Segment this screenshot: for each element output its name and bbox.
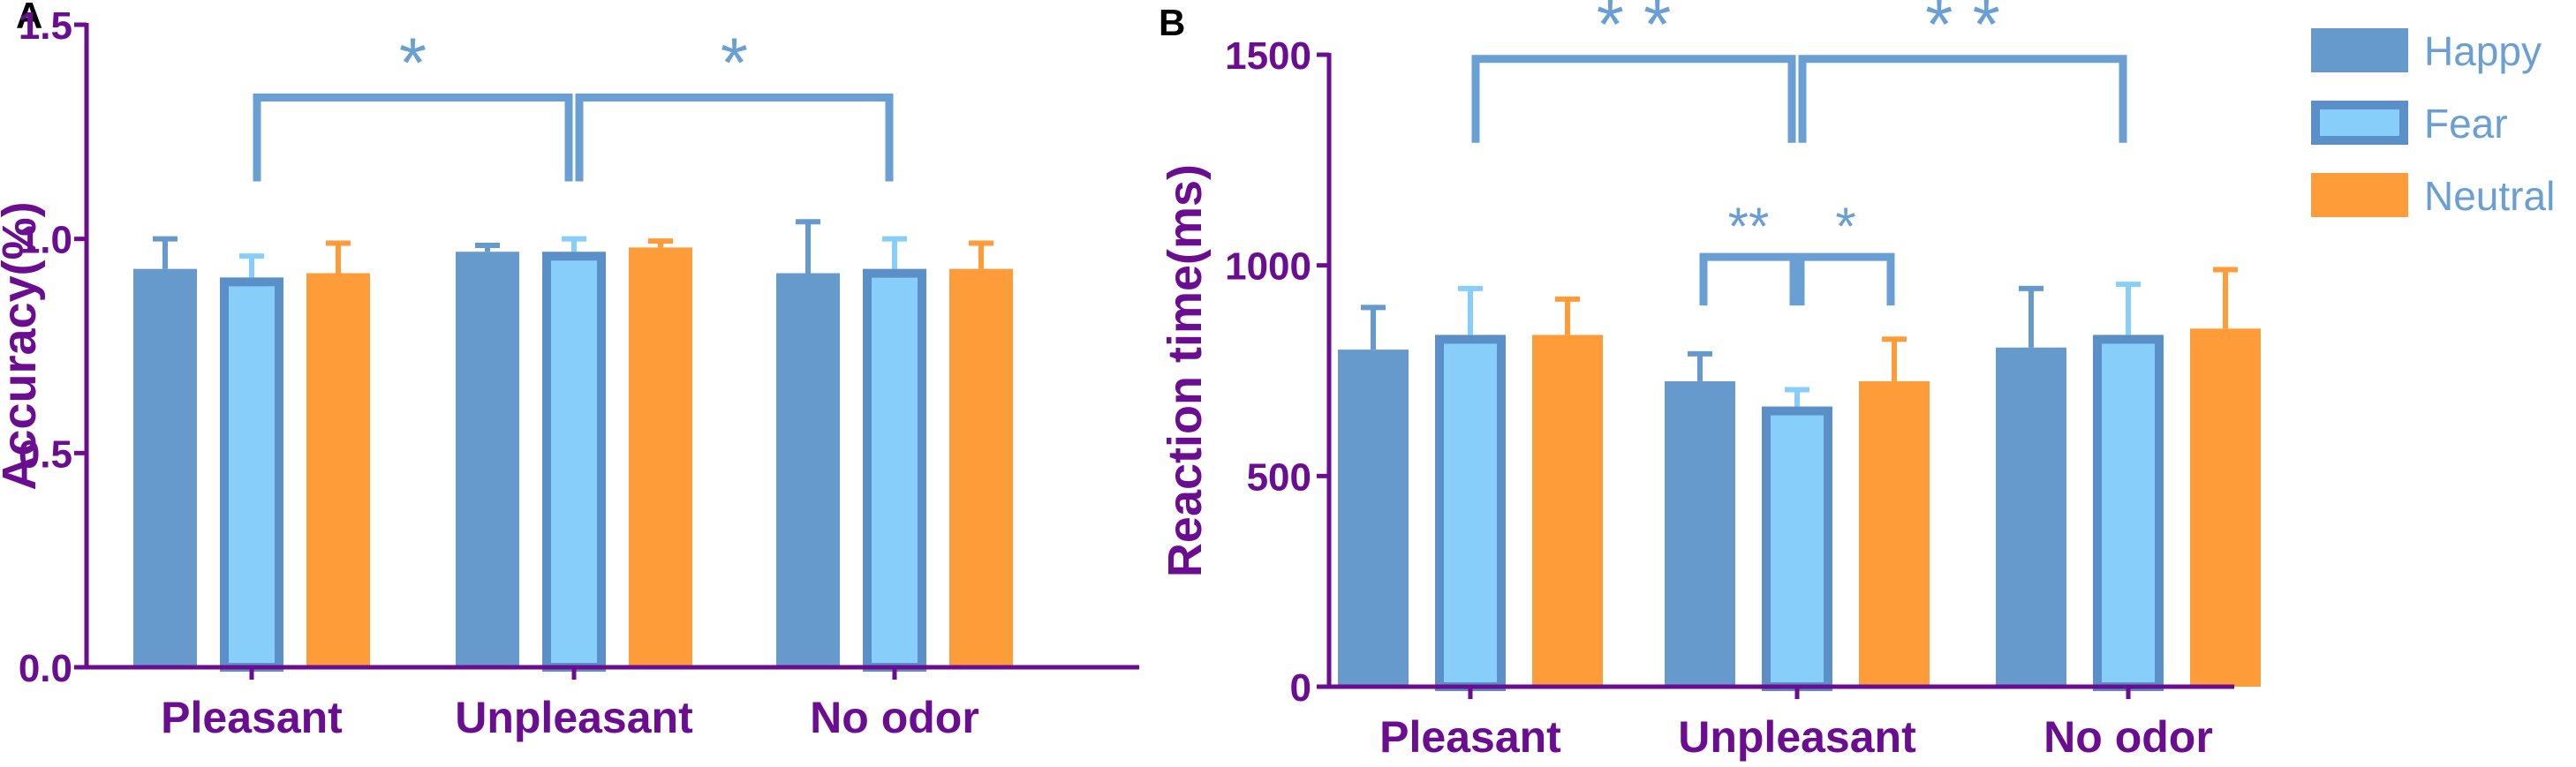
- bar-pleasant-neutral: [306, 273, 370, 667]
- bar-no-odor-neutral: [949, 268, 1013, 667]
- bar-unpleasant-happy: [1665, 380, 1735, 687]
- bar-pleasant-happy: [1338, 350, 1409, 687]
- panel-a-chart: A Accuracy(%) 0.0 0.5 1.0 1.5 Pleasant Unpleasa…: [0, 0, 1139, 742]
- significance-bracket: [1796, 252, 1895, 306]
- y-axis-title: Accuracy(%): [0, 201, 46, 490]
- significance-label: *: [399, 24, 427, 102]
- legend-label-neutral: Neutral: [2424, 173, 2555, 219]
- legend-swatch-neutral: [2311, 173, 2408, 217]
- y-tick-label: 1000: [1225, 245, 1311, 289]
- bar-unpleasant-fear: [1762, 406, 1832, 691]
- x-category-label: Pleasant: [161, 693, 343, 742]
- y-tick-label: 500: [1247, 455, 1311, 499]
- legend: Happy Fear Neutral: [2311, 28, 2555, 219]
- bar-no-odor-neutral: [2190, 328, 2261, 687]
- y-tick-label: 0.5: [19, 432, 72, 476]
- bar-no-odor-fear: [2093, 335, 2164, 691]
- legend-label-happy: Happy: [2424, 28, 2542, 74]
- y-axis-title: Reaction time(ms): [1159, 164, 1212, 577]
- bar-no-odor-happy: [776, 273, 840, 667]
- significance-label: * *: [1925, 0, 2000, 64]
- bar-pleasant-fear: [1435, 335, 1506, 691]
- significance-label: **: [1728, 197, 1770, 256]
- y-tick-label: 0: [1290, 666, 1311, 710]
- x-category-label: Unpleasant: [1678, 712, 1916, 762]
- panel-letter: B: [1159, 2, 1185, 43]
- bar-unpleasant-neutral: [1859, 380, 1930, 687]
- bar-pleasant-happy: [133, 268, 197, 667]
- x-category-label: No odor: [810, 693, 979, 742]
- y-tick-label: 1.0: [19, 219, 72, 262]
- significance-bracket: [1699, 252, 1798, 306]
- legend-label-fear: Fear: [2424, 101, 2508, 147]
- bar-pleasant-neutral: [1532, 335, 1603, 687]
- significance-bracket: [1471, 55, 1796, 143]
- significance-bracket: [575, 94, 894, 182]
- x-category-label: Pleasant: [1379, 712, 1561, 762]
- panel-letter: A: [16, 0, 42, 36]
- y-tick-label: 1.5: [19, 4, 72, 48]
- bar-unpleasant-neutral: [629, 247, 692, 667]
- significance-label: *: [1835, 197, 1855, 256]
- legend-swatch-fear: [2311, 101, 2408, 145]
- significance-bracket: [253, 94, 573, 182]
- panel-b-chart: B Reaction time(ms) 0 500 1000 1500 Pleasant Un…: [1159, 0, 2261, 762]
- significance-label: *: [721, 24, 748, 102]
- bar-no-odor-fear: [863, 268, 926, 672]
- bar-unpleasant-fear: [542, 252, 606, 672]
- bar-pleasant-fear: [220, 277, 283, 672]
- y-tick-label: 0.0: [19, 647, 72, 690]
- significance-label: * *: [1597, 0, 1672, 64]
- bar-no-odor-happy: [1996, 347, 2066, 687]
- x-category-label: Unpleasant: [455, 693, 693, 742]
- bar-unpleasant-happy: [456, 252, 519, 667]
- significance-bracket: [1798, 55, 2127, 143]
- x-category-label: No odor: [2043, 712, 2213, 762]
- legend-swatch-happy: [2311, 28, 2408, 72]
- y-tick-label: 1500: [1225, 34, 1311, 78]
